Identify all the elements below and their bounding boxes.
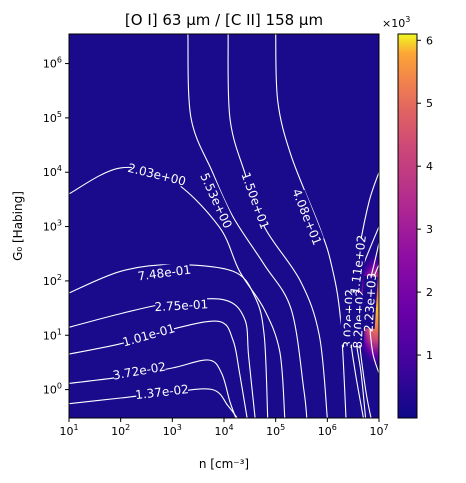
x-tick-label: 104 [214,423,233,438]
contour-label-background [291,189,324,244]
x-tick-mantissa: 10 [318,425,332,438]
y-tick-mantissa: 10 [43,58,57,71]
x-tick-label: 107 [369,423,388,438]
colorbar-tick-label: 1 [426,349,433,362]
contour-label-background [137,261,191,283]
x-tick-exponent: 1 [73,423,78,432]
colorbar-multiplier-mantissa: ×10 [382,17,405,30]
x-tick-exponent: 7 [383,423,388,432]
contour-label-background [135,381,189,402]
colorbar-tick-label: 2 [426,286,433,299]
colorbar-multiplier: ×103 [382,15,410,30]
x-axis-label: n [cm⁻³] [199,457,249,471]
chart-title: [O I] 63 μm / [C II] 158 μm [125,11,323,29]
colorbar-tick-label: 3 [426,223,433,236]
contour-label: 1.37e-02 [135,382,190,402]
y-tick-exponent: 3 [57,219,62,228]
x-tick-exponent: 3 [177,423,182,432]
y-tick-mantissa: 10 [43,166,57,179]
colorbar-tick-label: 6 [426,34,433,47]
contour-line [227,34,328,418]
y-tick-label: 106 [43,56,62,71]
y-tick-mantissa: 10 [43,275,57,288]
contour-label-background [130,160,184,187]
y-tick-mantissa: 10 [43,329,57,342]
y-tick-exponent: 1 [57,327,62,336]
colorbar-ticks: 1 2 3 4 5 6 [417,34,433,362]
contour-label: 2.75e-01 [154,297,208,314]
y-tick-exponent: 2 [57,273,62,282]
contour-label-background [240,173,272,228]
plot-area: 1.37e-023.72e-021.01e-012.75e-017.48e-01… [68,33,380,419]
contour-label: 7.48e-01 [137,263,192,284]
contour-label-background [112,358,167,382]
y-tick-exponent: 4 [57,164,62,173]
y-tick-label: 101 [43,327,62,342]
x-tick-exponent: 5 [280,423,285,432]
x-tick-label: 106 [318,423,337,438]
y-axis-label: G₀ [Habing] [11,191,25,261]
colorbar-tick-label: 5 [426,97,433,110]
contour-line [69,166,286,418]
y-tick-mantissa: 10 [43,112,57,125]
contour-labels: 1.37e-023.72e-021.01e-012.75e-017.48e-01… [112,160,379,402]
contour-label-background [347,237,368,292]
x-tick-exponent: 2 [125,423,130,432]
x-tick-mantissa: 10 [111,425,125,438]
x-tick-mantissa: 10 [59,425,73,438]
contour-line [187,34,308,418]
contour-label-background [121,320,176,349]
x-tick-mantissa: 10 [266,425,280,438]
x-tick-label: 105 [266,423,285,438]
x-tick-exponent: 4 [228,423,233,432]
x-tick-label: 102 [111,423,130,438]
contour-line [69,264,269,418]
x-tick-label: 101 [59,423,78,438]
contour-line [69,320,248,418]
y-tick-exponent: 5 [57,110,62,119]
y-tick-exponent: 0 [57,382,62,391]
x-axis: 101 102 103 104 105 106 107 [59,418,389,438]
x-tick-label: 103 [163,423,182,438]
y-tick-mantissa: 10 [43,384,57,397]
y-tick-mantissa: 10 [43,221,57,234]
x-tick-exponent: 6 [332,423,337,432]
contour-label: 2.23e+03 [361,272,379,332]
y-tick-label: 100 [43,382,62,397]
colorbar-multiplier-exponent: 3 [405,15,410,24]
colorbar-tick-label: 4 [426,160,433,173]
x-tick-mantissa: 10 [214,425,228,438]
y-tick-label: 103 [43,219,62,234]
y-tick-label: 102 [43,273,62,288]
y-tick-exponent: 6 [57,56,62,65]
contour-label-background [360,276,378,329]
contour-line [69,388,238,418]
x-tick-mantissa: 10 [369,425,383,438]
heatmap-background [69,34,379,418]
y-tick-label: 104 [43,164,62,179]
contour-line [69,298,256,418]
contour-label-background [199,173,235,227]
contour-label-background [155,296,208,314]
x-tick-mantissa: 10 [163,425,177,438]
colorbar-gradient [397,33,418,419]
y-tick-label: 105 [43,110,62,125]
